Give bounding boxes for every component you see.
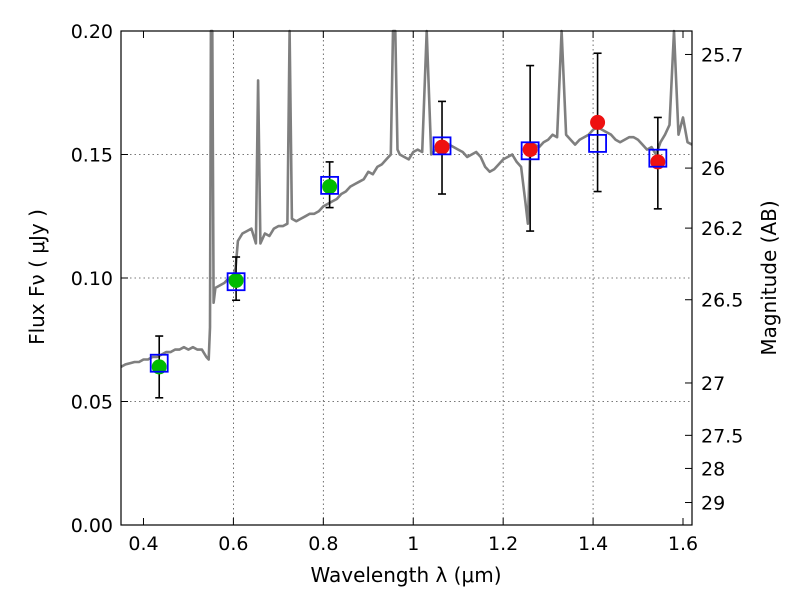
x-tick-label: 0.8 — [308, 533, 338, 555]
y-tick-label: 0.15 — [71, 145, 113, 167]
x-tick-label: 0.6 — [218, 533, 248, 555]
right-tick-label: 27.5 — [701, 425, 743, 447]
model-box — [648, 148, 668, 168]
data-point — [590, 114, 606, 130]
errorbar-layer — [155, 52, 662, 399]
x-tick-label: 1.4 — [578, 533, 608, 555]
observed-points-layer — [151, 114, 666, 375]
template-spectrum-layer — [120, 29, 693, 369]
right-tick-label: 28 — [701, 458, 725, 480]
data-point — [434, 139, 450, 155]
data-point — [228, 272, 244, 288]
right-tick-label: 25.7 — [701, 44, 743, 66]
right-tick-label: 26.2 — [701, 218, 743, 240]
y-tick-label: 0.05 — [71, 392, 113, 414]
ticks-layer: 0.4 0.6 0.8 1 1.2 1.4 1.6 0.00 0.05 0.10 0.15 0.20 2… — [71, 21, 744, 555]
y-tick-label: 0.20 — [71, 21, 113, 43]
y-axis-label: Flux Fν ( μJy ) — [25, 209, 49, 345]
model-box — [320, 175, 340, 195]
data-point — [522, 142, 538, 158]
x-tick-label: 1.6 — [668, 533, 698, 555]
right-tick-label: 26 — [701, 158, 725, 180]
right-tick-label: 29 — [701, 493, 725, 515]
grid-layer — [121, 31, 692, 525]
x-tick-label: 1.2 — [488, 533, 518, 555]
data-point — [650, 154, 666, 170]
x-tick-label: 1 — [407, 533, 419, 555]
right-tick-label: 27 — [701, 373, 725, 395]
right-axis-label: Magnitude (AB) — [757, 200, 781, 355]
right-tick-label: 26.5 — [701, 290, 743, 312]
model-box — [520, 141, 540, 161]
model-box-layer — [149, 133, 668, 373]
x-axis-label: Wavelength λ (μm) — [310, 563, 501, 587]
data-point — [322, 179, 338, 195]
y-tick-label: 0.10 — [71, 268, 113, 290]
y-tick-label: 0.00 — [71, 515, 113, 537]
model-box — [149, 353, 169, 373]
data-point — [151, 359, 167, 375]
template-spectrum-line — [120, 29, 693, 369]
model-box — [432, 136, 452, 156]
model-box — [588, 133, 607, 153]
x-tick-label: 0.4 — [128, 533, 158, 555]
model-box — [226, 272, 246, 292]
